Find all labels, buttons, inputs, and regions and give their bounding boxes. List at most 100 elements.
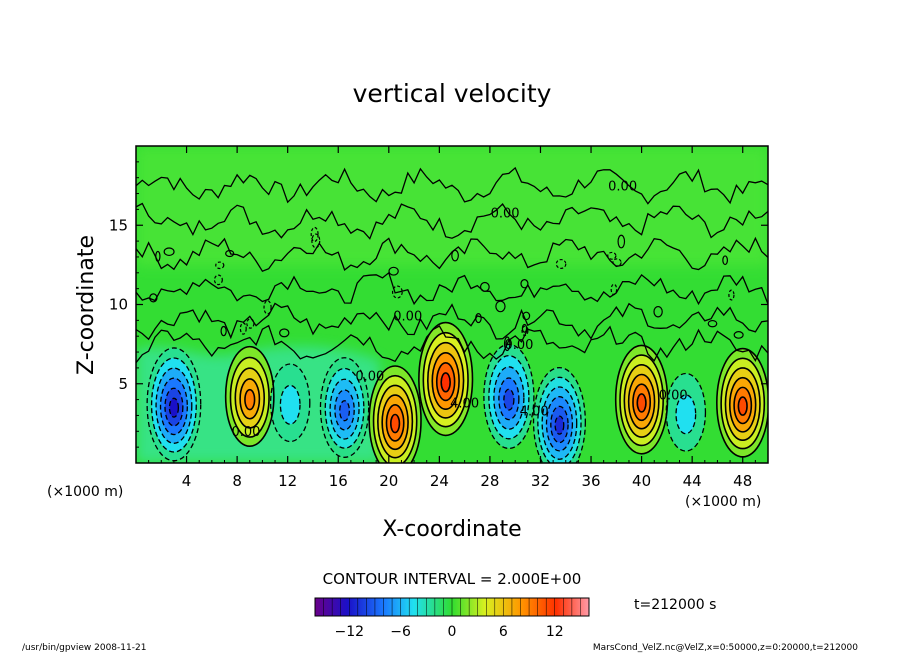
small-contour-34 [149, 293, 158, 303]
contour-7-5 [503, 388, 515, 411]
cell-level-10-2 [676, 394, 696, 434]
contour-2-4 [239, 378, 261, 420]
cell-contours-10 [665, 372, 707, 452]
velocity-cell-3 [270, 363, 310, 442]
velocity-cell-4 [320, 357, 369, 458]
y-tick-label-10: 10 [109, 296, 128, 314]
x-tick-label-48: 48 [733, 472, 752, 490]
cell-level-5-6 [390, 414, 400, 433]
small-contour-2 [521, 325, 529, 337]
contour-8-4 [545, 396, 574, 452]
contour-9-5 [632, 383, 652, 422]
chart-title: vertical velocity [353, 79, 552, 108]
velocity-cell-8 [533, 367, 586, 463]
velocity-cell-10 [666, 373, 706, 452]
contour-6-2 [422, 331, 469, 428]
cell-level-2-5 [244, 389, 255, 410]
contour-7-2 [488, 354, 530, 440]
contour-11-4 [728, 376, 757, 433]
x-tick-label-20: 20 [379, 472, 398, 490]
y-axis-label: Z-coordinate [74, 235, 99, 375]
contour-label-9: 0.00 [659, 389, 688, 404]
cell-contours-7 [483, 343, 535, 450]
small-contour-33 [263, 300, 272, 315]
x-tick-label-12: 12 [278, 472, 297, 490]
cell-level-7-5 [503, 389, 514, 411]
contour-lines [136, 166, 768, 463]
contour-7-4 [498, 377, 520, 421]
zero-contour-2 [136, 202, 768, 240]
small-contour-15 [612, 258, 622, 267]
contour-3-2 [279, 384, 301, 425]
contour-2-3 [234, 367, 266, 429]
x-tick-label-44: 44 [683, 472, 702, 490]
x-tick-label-8: 8 [232, 472, 242, 490]
cell-level-9-6 [637, 393, 646, 412]
contour-6-6 [440, 372, 451, 393]
contour-7-1 [483, 343, 535, 450]
cell-contours-5 [368, 365, 422, 463]
x-tick-label-36: 36 [581, 472, 600, 490]
contour-11-2 [720, 357, 766, 450]
cell-level-4-5 [339, 400, 350, 421]
contour-8-5 [550, 405, 569, 444]
small-contour-21 [163, 247, 175, 257]
contour-1-3 [155, 367, 193, 444]
zero-contour-6 [136, 324, 768, 364]
contour-11-6 [737, 396, 748, 416]
colorbar-tick-12: 12 [546, 624, 564, 640]
small-contour-29 [310, 226, 319, 242]
velocity-cell-7 [483, 344, 534, 449]
x-unit-left: (×1000 m) [47, 484, 123, 500]
small-contour-7 [733, 331, 744, 339]
contour-labels: 0.00 0.00 0.00 0.00 0.00 4.00 0.00 4.00 0.00 [231, 179, 687, 440]
contour-5-4 [381, 394, 409, 451]
zero-contour-1 [136, 166, 768, 205]
contour-11-3 [724, 367, 761, 442]
cell-contours-4 [319, 357, 370, 458]
contour-5-5 [385, 404, 405, 442]
contour-8-1 [532, 366, 586, 463]
x-tick-label-24: 24 [430, 472, 449, 490]
small-contour-27 [521, 323, 528, 333]
small-contour-8 [213, 274, 223, 286]
contour-2-2 [229, 356, 270, 438]
contour-4-4 [334, 389, 355, 431]
contour-label-8: 4.00 [520, 404, 549, 419]
colorbar-tick-0: 0 [448, 624, 457, 640]
small-contour-24 [520, 278, 529, 289]
cell-contours-9 [614, 344, 669, 455]
contour-1-4 [159, 377, 188, 436]
cell-contours-2 [224, 345, 275, 448]
contour-5-6 [390, 413, 401, 434]
contour-11-5 [733, 386, 753, 425]
contour-6-3 [427, 341, 465, 419]
contour-9-6 [636, 393, 647, 413]
x-axis-ticks: 4 8 12 16 20 24 28 32 36 40 44 48 [148, 146, 756, 490]
cell-contours-6 [418, 321, 474, 437]
contour-label-3: 0.00 [393, 309, 422, 324]
small-contour-12 [707, 319, 718, 328]
contour-4-2 [324, 367, 365, 449]
colorbar-tick--12: −12 [334, 624, 364, 640]
small-contour-10 [607, 251, 617, 260]
contour-10-2 [675, 394, 697, 435]
cell-level-3-2 [280, 385, 301, 425]
small-contour-25 [610, 283, 618, 296]
small-contour-13 [495, 300, 506, 313]
zero-contour-5 [136, 302, 768, 341]
cell-level-1-6 [169, 398, 179, 418]
small-contour-18 [617, 234, 626, 249]
small-contour-31 [555, 258, 567, 269]
x-unit-right: (×1000 m) [685, 494, 761, 510]
x-tick-label-28: 28 [480, 472, 499, 490]
small-contour-22 [155, 250, 161, 262]
contour-6-5 [435, 362, 456, 402]
small-contour-5 [503, 336, 511, 352]
contour-8-6 [554, 415, 565, 435]
small-contour-19 [522, 311, 531, 321]
contour-3-1 [269, 363, 311, 443]
contour-5-2 [372, 374, 418, 463]
contour-1-5 [164, 387, 184, 427]
